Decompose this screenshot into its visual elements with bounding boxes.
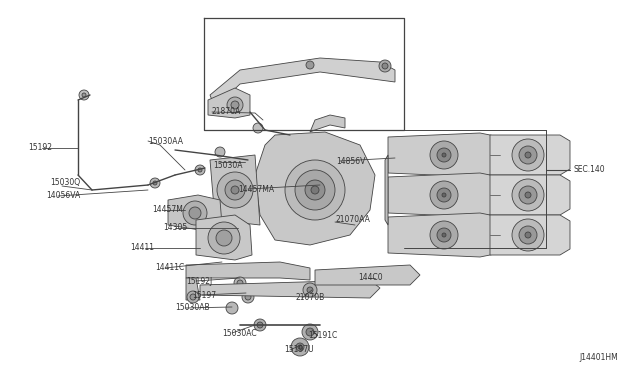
Text: SEC.140: SEC.140 <box>573 166 605 174</box>
Text: 14457M: 14457M <box>152 205 183 215</box>
Circle shape <box>227 97 243 113</box>
Circle shape <box>231 101 239 109</box>
Circle shape <box>298 345 302 349</box>
Text: 14056VA: 14056VA <box>46 192 80 201</box>
Circle shape <box>525 232 531 238</box>
Circle shape <box>82 93 86 97</box>
Circle shape <box>305 180 325 200</box>
Text: 14457MA: 14457MA <box>238 185 274 193</box>
Text: 144C0: 144C0 <box>358 273 383 282</box>
Circle shape <box>257 322 263 328</box>
Polygon shape <box>315 265 420 285</box>
Circle shape <box>195 165 205 175</box>
Circle shape <box>525 192 531 198</box>
Polygon shape <box>490 215 570 255</box>
Polygon shape <box>208 88 250 118</box>
Circle shape <box>296 343 304 351</box>
Polygon shape <box>388 213 500 257</box>
Circle shape <box>382 63 388 69</box>
Circle shape <box>285 160 345 220</box>
Text: 15030AB: 15030AB <box>175 304 210 312</box>
Text: 15192J: 15192J <box>186 276 212 285</box>
Circle shape <box>442 193 446 197</box>
Circle shape <box>519 146 537 164</box>
Circle shape <box>311 186 319 194</box>
Circle shape <box>519 186 537 204</box>
Polygon shape <box>490 175 570 215</box>
Circle shape <box>150 178 160 188</box>
Polygon shape <box>310 115 345 132</box>
Circle shape <box>302 324 318 340</box>
Circle shape <box>225 180 245 200</box>
Circle shape <box>306 61 314 69</box>
Circle shape <box>183 201 207 225</box>
Circle shape <box>430 181 458 209</box>
Circle shape <box>153 181 157 185</box>
Circle shape <box>295 170 335 210</box>
Circle shape <box>303 283 317 297</box>
Circle shape <box>379 60 391 72</box>
Text: 15192: 15192 <box>28 144 52 153</box>
Circle shape <box>198 168 202 172</box>
Polygon shape <box>186 278 200 300</box>
Text: J14401HM: J14401HM <box>579 353 618 362</box>
Polygon shape <box>210 155 260 225</box>
Circle shape <box>226 302 238 314</box>
Polygon shape <box>210 58 395 108</box>
Text: 15197: 15197 <box>192 291 216 299</box>
Text: 15030A: 15030A <box>213 160 243 170</box>
Circle shape <box>215 147 225 157</box>
Polygon shape <box>255 132 375 245</box>
Text: 21070B: 21070B <box>295 294 324 302</box>
Text: 21070AA: 21070AA <box>335 215 370 224</box>
Circle shape <box>190 294 196 300</box>
Text: 15030AA: 15030AA <box>148 137 183 145</box>
Circle shape <box>437 228 451 242</box>
Text: 14411: 14411 <box>130 244 154 253</box>
Circle shape <box>208 222 240 254</box>
Circle shape <box>437 188 451 202</box>
Circle shape <box>189 207 201 219</box>
Text: 15197U: 15197U <box>284 346 314 355</box>
Polygon shape <box>200 280 380 298</box>
Polygon shape <box>196 215 252 260</box>
Text: 14856V: 14856V <box>336 157 365 166</box>
Circle shape <box>242 291 254 303</box>
Circle shape <box>519 226 537 244</box>
Circle shape <box>254 319 266 331</box>
Circle shape <box>307 287 313 293</box>
Circle shape <box>306 328 314 336</box>
Circle shape <box>237 280 243 286</box>
Circle shape <box>79 90 89 100</box>
Text: 15191C: 15191C <box>308 331 337 340</box>
Circle shape <box>253 123 263 133</box>
Polygon shape <box>490 135 570 175</box>
Circle shape <box>437 148 451 162</box>
Circle shape <box>187 291 199 303</box>
Circle shape <box>430 221 458 249</box>
Polygon shape <box>186 262 310 280</box>
Circle shape <box>234 277 246 289</box>
Text: 14305: 14305 <box>163 224 188 232</box>
Polygon shape <box>385 155 388 225</box>
Polygon shape <box>388 173 500 217</box>
Polygon shape <box>168 195 222 230</box>
Circle shape <box>245 294 251 300</box>
Text: 21870A: 21870A <box>212 108 241 116</box>
Polygon shape <box>388 133 500 177</box>
Circle shape <box>525 152 531 158</box>
Circle shape <box>430 141 458 169</box>
Circle shape <box>442 153 446 157</box>
Circle shape <box>442 233 446 237</box>
Circle shape <box>512 139 544 171</box>
Circle shape <box>231 186 239 194</box>
Circle shape <box>512 219 544 251</box>
Text: 15030AC: 15030AC <box>222 328 257 337</box>
Circle shape <box>217 172 253 208</box>
Circle shape <box>512 179 544 211</box>
Circle shape <box>291 338 309 356</box>
Text: 14411C: 14411C <box>155 263 184 273</box>
Text: 15030Q: 15030Q <box>50 179 80 187</box>
Circle shape <box>216 230 232 246</box>
